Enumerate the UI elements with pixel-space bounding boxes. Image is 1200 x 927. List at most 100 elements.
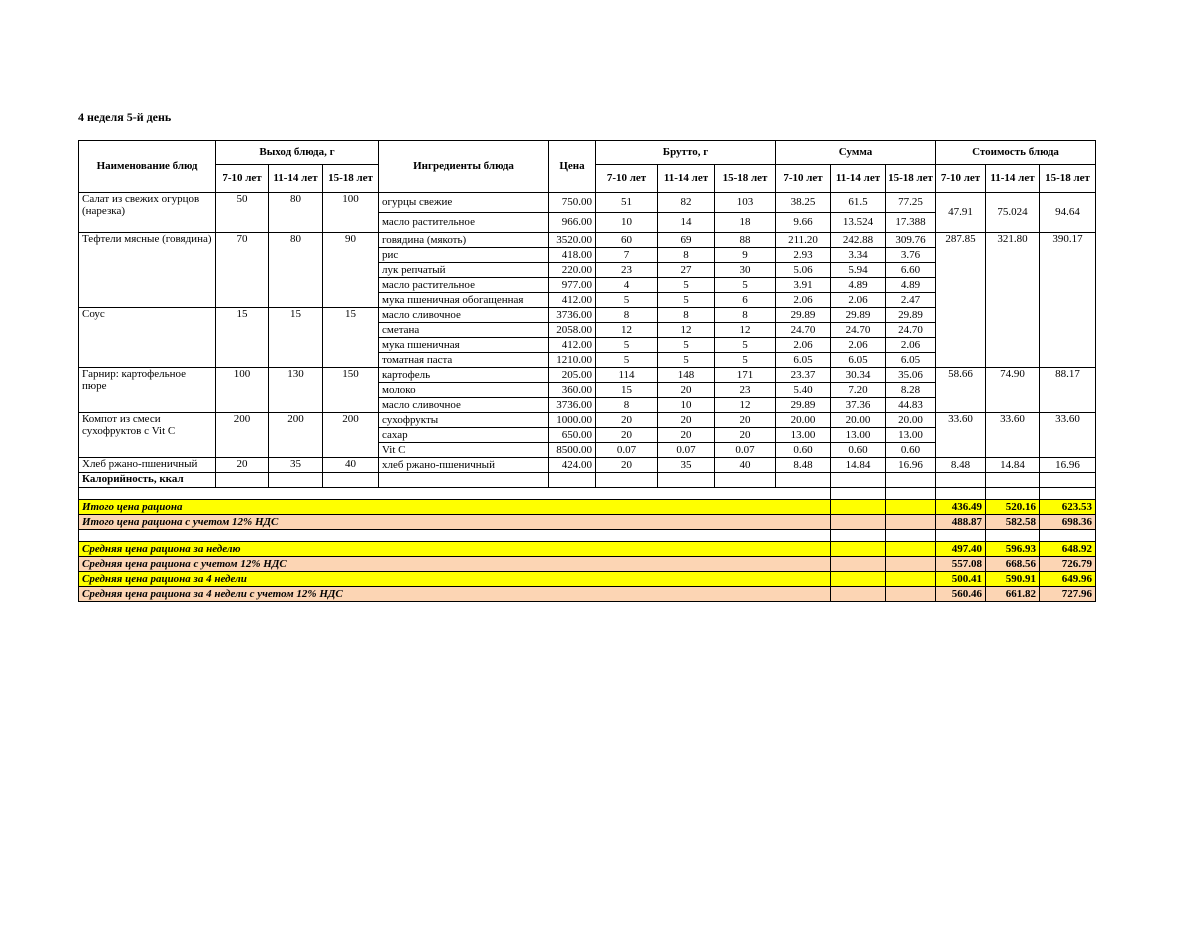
col-header-dish-name: Наименование блюд bbox=[78, 140, 216, 193]
ingredient-name-cell: сметана bbox=[378, 322, 549, 338]
gross-cell-age-1: 5 bbox=[595, 292, 658, 308]
dish-output-cell-age-2: 80 bbox=[268, 192, 323, 233]
header-row-groups: Наименование блюд Выход блюда, г Ингреди… bbox=[78, 140, 1097, 193]
gross-cell-age-1: 60 bbox=[595, 232, 658, 248]
ingredient-row: мука пшеничная обогащенная 412.00 5 5 6 2.06 2… bbox=[79, 292, 1096, 308]
calories-empty-cell bbox=[713, 472, 777, 488]
ingredient-row: рис 418.00 7 8 9 2.93 3.34 3.76 bbox=[79, 247, 1096, 263]
ingredient-row: Хлеб ржано-пшеничный 20 35 40 хлеб ржано-пше… bbox=[78, 457, 1097, 473]
ingredient-name-cell: картофель bbox=[378, 367, 549, 383]
gross-cell-age-1: 7 bbox=[595, 247, 658, 263]
gross-cell-age-1: 51 bbox=[595, 192, 658, 213]
sum-cell-age-1: 6.05 bbox=[775, 352, 832, 368]
ingredient-row: Тефтели мясные (говядина) 70 80 90 говядина … bbox=[78, 232, 1097, 368]
ingredient-name-cell: рис bbox=[378, 247, 549, 263]
ingredient-price-cell: 977.00 bbox=[548, 277, 596, 293]
dish-name-cell: Соус bbox=[78, 307, 216, 368]
summary-row: Итого цена рациона 436.49 520.16 623.53 bbox=[77, 499, 1097, 515]
col-header-cost-age-1: 7-10 лет bbox=[935, 164, 987, 193]
calories-empty-cell bbox=[215, 472, 269, 488]
ingredient-row: масло сливочное 3736.00 8 10 12 29.89 37.36 44.… bbox=[79, 397, 1096, 413]
ingredient-name-cell: масло растительное bbox=[378, 212, 549, 233]
sum-cell-age-2: 6.05 bbox=[830, 352, 887, 368]
sum-cell-age-2: 24.70 bbox=[830, 322, 887, 338]
sum-cell-age-2: 2.06 bbox=[830, 292, 887, 308]
gross-cell-age-3: 30 bbox=[713, 262, 777, 278]
summary-value-cell-age-1: 497.40 bbox=[935, 541, 987, 557]
dish-name-cell: Хлеб ржано-пшеничный bbox=[78, 457, 216, 473]
gross-cell-age-2: 148 bbox=[657, 367, 715, 383]
summary-empty-cell bbox=[885, 541, 937, 557]
summary-value-cell-age-1: 557.08 bbox=[935, 556, 987, 572]
ingredient-row: молоко 360.00 15 20 23 5.40 7.20 8.28 bbox=[79, 382, 1096, 398]
sum-cell-age-1: 5.40 bbox=[775, 382, 832, 398]
ingredient-price-cell: 205.00 bbox=[548, 367, 596, 383]
summary-empty-cell bbox=[830, 514, 887, 530]
dish-output-cell-age-1: 15 bbox=[215, 307, 269, 368]
summary-row: Средняя цена рациона за 4 недели 500.41 59… bbox=[77, 571, 1097, 587]
gross-cell-age-2: 10 bbox=[657, 397, 715, 413]
calories-empty-cell bbox=[775, 472, 832, 488]
ingredient-name-cell: молоко bbox=[378, 382, 549, 398]
summary-row: Средняя цена рациона с учетом 12% НДС 557… bbox=[77, 556, 1097, 572]
col-header-price: Цена bbox=[548, 140, 596, 193]
ingredient-price-cell: 3736.00 bbox=[548, 397, 596, 413]
gross-cell-age-1: 5 bbox=[595, 337, 658, 353]
gross-cell-age-3: 20 bbox=[713, 427, 777, 443]
ingredient-name-cell: масло растительное bbox=[378, 277, 549, 293]
dish-cost-cell-age-3: 33.60 bbox=[1039, 412, 1097, 458]
gross-cell-age-3: 6 bbox=[713, 292, 777, 308]
col-header-output-group: Выход блюда, г bbox=[215, 140, 379, 165]
gross-cell-age-1: 0.07 bbox=[595, 442, 658, 458]
ingredient-row: Гарнир: картофельное пюре 100 130 150 картоф… bbox=[78, 367, 1097, 413]
gross-cell-age-2: 20 bbox=[657, 382, 715, 398]
dish-cost-cell-age-3: 390.17 bbox=[1039, 232, 1097, 368]
sum-cell-age-3: 44.83 bbox=[885, 397, 937, 413]
ingredient-price-cell: 360.00 bbox=[548, 382, 596, 398]
summary-empty-cell bbox=[885, 499, 937, 515]
gross-cell-age-3: 40 bbox=[713, 457, 777, 473]
sum-cell-age-1: 29.89 bbox=[775, 397, 832, 413]
col-header-gross-age-3: 15-18 лет bbox=[713, 164, 777, 193]
col-header-gross-group: Брутто, г bbox=[594, 140, 777, 165]
dish-output-cell-age-3: 200 bbox=[322, 412, 379, 458]
calories-empty-cell bbox=[548, 472, 596, 488]
gross-cell-age-3: 20 bbox=[713, 412, 777, 428]
gross-cell-age-2: 20 bbox=[657, 427, 715, 443]
summary-empty-cell bbox=[830, 499, 887, 515]
spacer-cell bbox=[77, 487, 832, 500]
ingredient-name-cell: мука пшеничная обогащенная bbox=[378, 292, 549, 308]
sum-cell-age-3: 24.70 bbox=[885, 322, 937, 338]
calories-row: Калорийность, ккал bbox=[78, 472, 1097, 488]
summary-row: Средняя цена рациона за неделю 497.40 596.… bbox=[77, 541, 1097, 557]
gross-cell-age-2: 69 bbox=[657, 232, 715, 248]
sum-cell-age-2: 7.20 bbox=[830, 382, 887, 398]
gross-cell-age-1: 8 bbox=[595, 307, 658, 323]
document-title: 4 неделя 5-й день bbox=[78, 110, 172, 124]
ingredient-price-cell: 3520.00 bbox=[548, 232, 596, 248]
sum-cell-age-3: 3.76 bbox=[885, 247, 937, 263]
gross-cell-age-1: 23 bbox=[595, 262, 658, 278]
spacer-cell bbox=[77, 529, 832, 542]
sum-cell-age-1: 211.20 bbox=[775, 232, 832, 248]
sum-cell-age-2: 4.89 bbox=[830, 277, 887, 293]
gross-cell-age-3: 103 bbox=[713, 192, 777, 213]
gross-cell-age-2: 8 bbox=[657, 247, 715, 263]
sum-cell-age-1: 9.66 bbox=[775, 212, 832, 233]
col-header-output-age-3: 15-18 лет bbox=[322, 164, 379, 193]
sum-cell-age-3: 77.25 bbox=[885, 192, 937, 213]
calories-empty-cell bbox=[268, 472, 323, 488]
sum-cell-age-1: 20.00 bbox=[775, 412, 832, 428]
gross-cell-age-2: 35 bbox=[657, 457, 715, 473]
ingredient-row: Компот из смеси сухофруктов с Vit C 200 20… bbox=[78, 412, 1097, 458]
spacer-cell bbox=[985, 529, 1041, 542]
dish-output-cell-age-1: 50 bbox=[215, 192, 269, 233]
spacer-cell bbox=[885, 529, 937, 542]
gross-cell-age-2: 82 bbox=[657, 192, 715, 213]
ingredient-price-cell: 2058.00 bbox=[548, 322, 596, 338]
sum-cell-age-1: 24.70 bbox=[775, 322, 832, 338]
col-header-gross-age-2: 11-14 лет bbox=[657, 164, 715, 193]
sum-cell-age-2: 242.88 bbox=[830, 232, 887, 248]
dish-output-cell-age-1: 70 bbox=[215, 232, 269, 308]
ingredient-price-cell: 966.00 bbox=[548, 212, 596, 233]
